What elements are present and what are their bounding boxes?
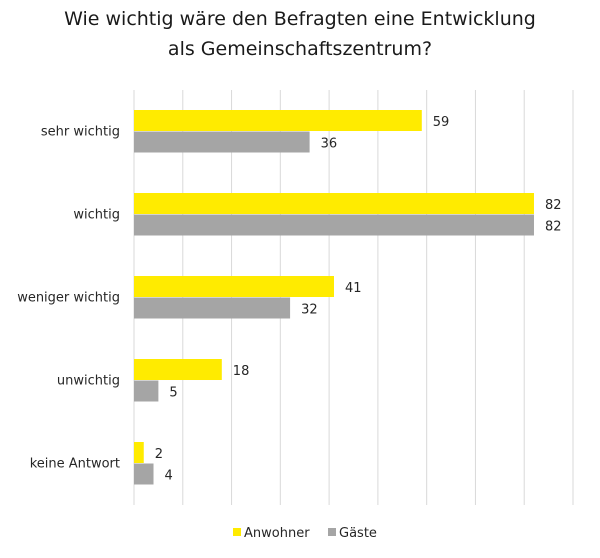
bar-gäste bbox=[134, 131, 310, 153]
legend-swatch bbox=[328, 528, 336, 536]
data-label: 5 bbox=[169, 385, 177, 400]
data-label: 4 bbox=[165, 468, 173, 483]
chart-title-line-2: als Gemeinschaftszentrum? bbox=[167, 38, 433, 60]
bar-anwohner bbox=[134, 442, 144, 463]
legend-swatch bbox=[233, 528, 241, 536]
legend-label: Anwohner bbox=[244, 526, 310, 541]
legend-label: Gäste bbox=[339, 526, 377, 541]
bar-gäste bbox=[134, 380, 159, 402]
category-label: keine Antwort bbox=[30, 457, 120, 472]
bar-anwohner bbox=[134, 359, 222, 380]
category-label: sehr wichtig bbox=[41, 125, 120, 140]
category-label: weniger wichtig bbox=[17, 291, 120, 306]
bar-gäste bbox=[134, 463, 154, 485]
data-label: 82 bbox=[545, 198, 562, 213]
data-label: 36 bbox=[321, 136, 338, 151]
bar-anwohner bbox=[134, 110, 422, 131]
bar-anwohner bbox=[134, 193, 534, 214]
category-label: wichtig bbox=[73, 208, 120, 223]
chart-title-line-1: Wie wichtig wäre den Befragten eine Entw… bbox=[64, 8, 536, 30]
data-label: 18 bbox=[233, 364, 250, 379]
data-label: 59 bbox=[433, 115, 450, 130]
data-label: 82 bbox=[545, 219, 562, 234]
bar-anwohner bbox=[134, 276, 334, 297]
bar-gäste bbox=[134, 297, 291, 319]
data-label: 32 bbox=[301, 302, 318, 317]
data-label: 2 bbox=[155, 447, 163, 462]
bar-gäste bbox=[134, 214, 534, 236]
category-label: unwichtig bbox=[57, 374, 120, 389]
data-label: 41 bbox=[345, 281, 362, 296]
